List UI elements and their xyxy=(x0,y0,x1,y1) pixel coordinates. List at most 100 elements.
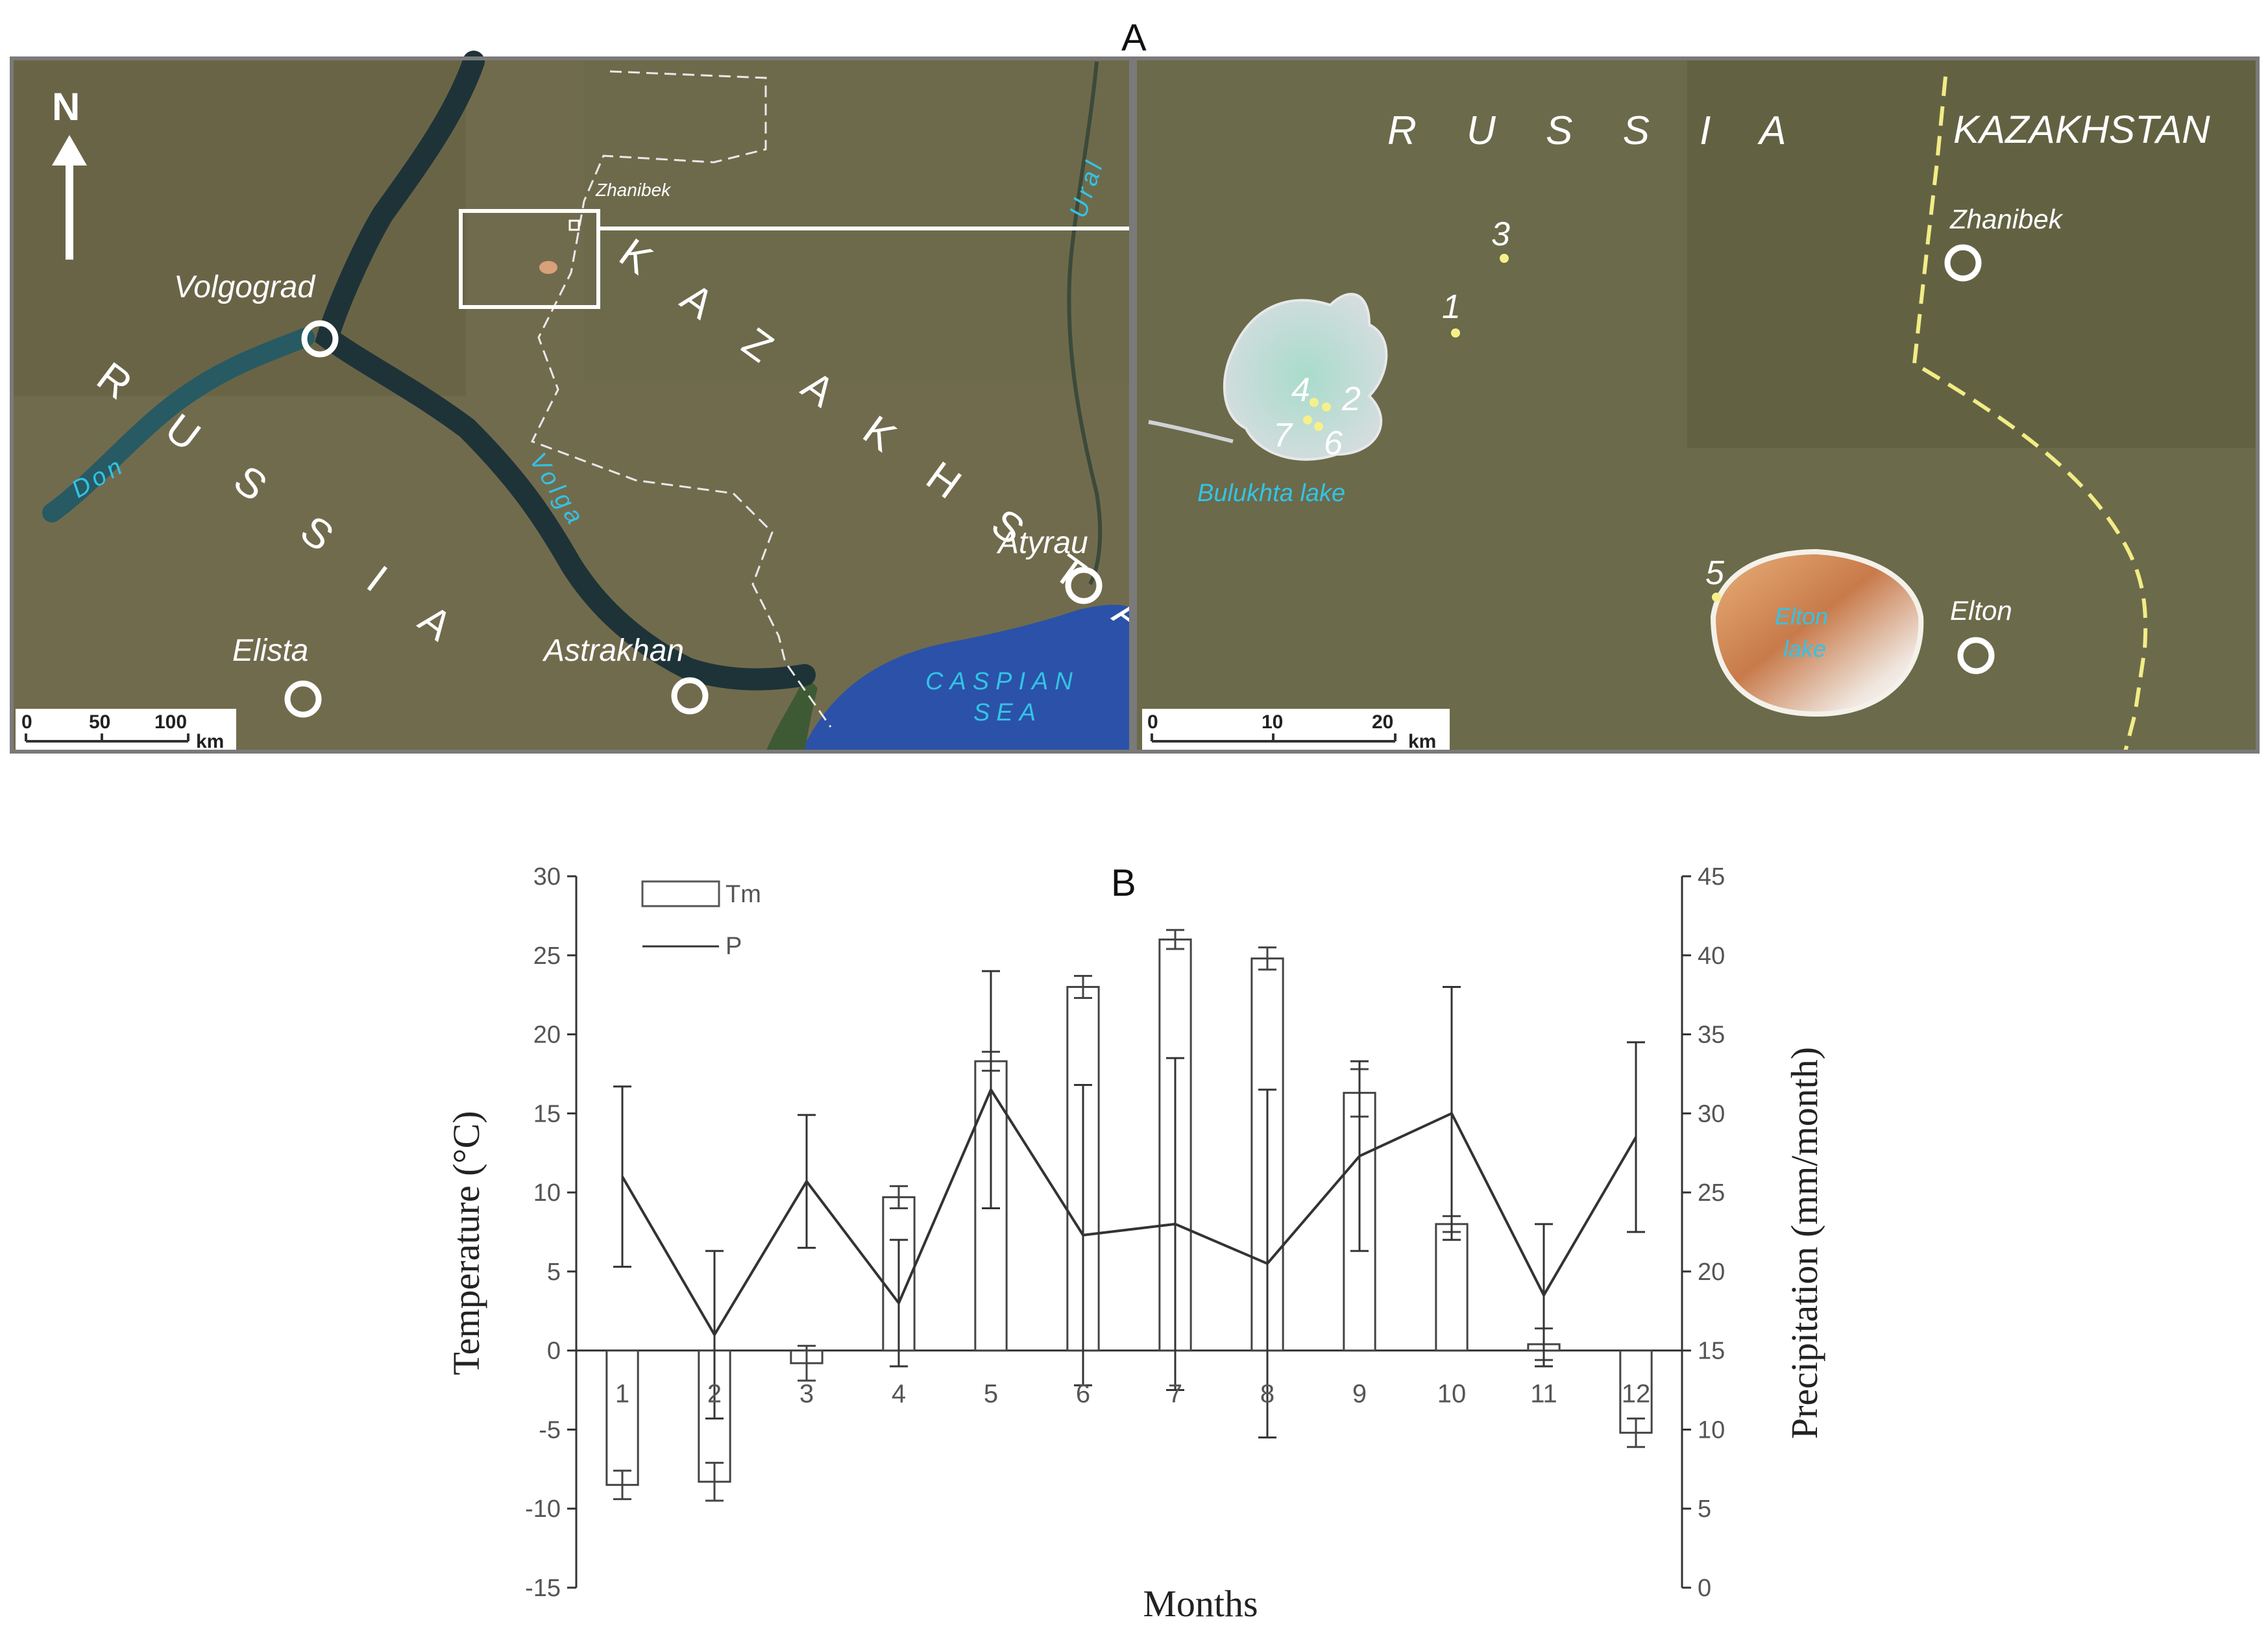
site-5-point xyxy=(1712,593,1721,602)
x-tick-label: 9 xyxy=(1352,1380,1367,1409)
zhanibek-marker xyxy=(1944,244,1982,282)
site-2-point xyxy=(1322,402,1331,412)
y-right-axis-title: Precipitation (mm/month) xyxy=(1783,1047,1825,1439)
detail-border xyxy=(1912,76,2148,752)
y-left-tick-label: 0 xyxy=(547,1338,561,1365)
y-left-tick-label: 10 xyxy=(533,1179,561,1207)
overview-border xyxy=(530,70,832,728)
temperature-bar xyxy=(605,1349,639,1486)
y-right-tick-label: 20 xyxy=(1698,1259,1725,1286)
x-tick-label: 8 xyxy=(1260,1380,1274,1409)
atyrau-label: Atyrau xyxy=(996,526,1088,560)
overview-scale-box xyxy=(16,709,236,752)
y-right-tick-label: 40 xyxy=(1698,942,1725,970)
site-4-label: 4 xyxy=(1291,371,1310,409)
site-5-label: 5 xyxy=(1705,554,1725,592)
site-1-label: 1 xyxy=(1442,288,1461,326)
x-tick-label: 7 xyxy=(1168,1380,1182,1409)
x-tick-label: 3 xyxy=(799,1380,814,1409)
elista-label: Elista xyxy=(232,634,308,668)
site-7-point xyxy=(1303,415,1312,425)
y-right-tick-label: 15 xyxy=(1698,1338,1725,1365)
zhanibek-small-label: Zhanibek xyxy=(595,180,672,200)
legend-tm-swatch xyxy=(641,880,720,907)
x-tick-label: 5 xyxy=(984,1380,998,1409)
panel-b-label: B xyxy=(1111,862,1136,904)
y-left-tick-label: 30 xyxy=(533,863,561,891)
atyrau-marker xyxy=(1065,567,1103,604)
y-left-tick-label: 25 xyxy=(533,942,561,970)
bulukhta-label: Bulukhta lake xyxy=(1197,480,1345,507)
overview-land-shade xyxy=(12,58,466,396)
detail-scale-box xyxy=(1142,709,1450,752)
detail-map: R U S S I A KAZAKHSTAN Zhanibek Elton Bu… xyxy=(1137,58,2258,752)
elista-marker xyxy=(284,680,322,718)
elton-lake-small xyxy=(539,261,557,274)
chart-axes xyxy=(567,875,1691,1589)
detail-scale-label-10: 10 xyxy=(1262,711,1283,733)
detail-scale-label-20: 20 xyxy=(1372,711,1393,733)
detail-scale-label-0: 0 xyxy=(1147,711,1158,733)
site-3-label: 3 xyxy=(1491,215,1510,253)
legend-p-label: P xyxy=(726,933,742,960)
site-3-point xyxy=(1500,254,1509,263)
elton-lake-label-2: lake xyxy=(1783,635,1826,662)
site-2-label: 2 xyxy=(1341,380,1361,418)
y-left-tick-label: 5 xyxy=(547,1259,561,1286)
russia-detail-label: R U S S I A xyxy=(1387,108,1806,153)
legend-tm-label: Tm xyxy=(726,881,761,908)
x-tick-label: 11 xyxy=(1530,1380,1557,1409)
x-tick-label: 10 xyxy=(1437,1380,1467,1409)
y-left-tick-label: -15 xyxy=(525,1575,561,1602)
x-axis-title: Months xyxy=(1143,1582,1258,1625)
y-left-tick-label: 20 xyxy=(533,1022,561,1049)
x-tick-label: 12 xyxy=(1622,1380,1651,1409)
climate-chart: B 302520151050-5-10-15454035302520151050… xyxy=(445,862,1825,1625)
ural-river xyxy=(1067,61,1103,585)
overview-land-shade-east xyxy=(584,58,1129,383)
don-river xyxy=(42,328,315,523)
x-tick-label: 1 xyxy=(615,1380,629,1409)
temperature-bar xyxy=(1435,1223,1469,1352)
y-right-tick-label: 5 xyxy=(1698,1495,1711,1523)
inset-box xyxy=(459,209,600,309)
y-right-tick-label: 45 xyxy=(1698,863,1725,891)
overview-scale-label-50: 50 xyxy=(89,711,110,733)
temperature-bars xyxy=(605,929,1653,1502)
caspian-label-1: CASPIAN xyxy=(925,668,1079,695)
y-right-tick-label: 30 xyxy=(1698,1100,1725,1127)
y-right-tick-label: 35 xyxy=(1698,1022,1725,1049)
panel-a-label: A xyxy=(1121,17,1147,59)
elton-town-label: Elton xyxy=(1950,595,2012,626)
y-right-tick-label: 25 xyxy=(1698,1179,1725,1207)
x-tick-label: 4 xyxy=(892,1380,906,1409)
site-4-point xyxy=(1310,398,1319,407)
y-left-axis-title: Temperature (°C) xyxy=(445,1111,487,1375)
y-right-tick-label: 0 xyxy=(1698,1575,1711,1602)
caspian-label-2: SEA xyxy=(973,699,1042,726)
elton-lake-label-1: Elton xyxy=(1775,603,1828,630)
overview-map: N Volgograd Elista Astrakhan Atyrau Zhan… xyxy=(12,51,1234,752)
x-tick-label: 2 xyxy=(707,1380,722,1409)
overview-scale-unit: km xyxy=(196,731,224,752)
x-tick-label: 6 xyxy=(1076,1380,1090,1409)
map-outer-frame xyxy=(10,56,2260,754)
site-6-label: 6 xyxy=(1324,425,1343,462)
detail-scale-unit: km xyxy=(1408,731,1436,752)
volga-delta xyxy=(766,675,818,752)
volgograd-label: Volgograd xyxy=(174,270,315,304)
map-divider xyxy=(1129,58,1137,752)
site-6-point xyxy=(1314,422,1323,431)
volgograd-marker xyxy=(301,320,339,358)
y-left-tick-label: 15 xyxy=(533,1100,561,1127)
north-label: N xyxy=(52,85,80,129)
volga-river xyxy=(315,51,816,691)
caspian-sea xyxy=(801,604,1129,752)
overview-scale-label-0: 0 xyxy=(21,711,32,733)
y-right-tick-label: 10 xyxy=(1698,1416,1725,1444)
zhanibek-detail-label: Zhanibek xyxy=(1949,204,2064,234)
bulukhta-inlet xyxy=(1148,420,1234,443)
overview-scale-label-100: 100 xyxy=(154,711,187,733)
kazakhstan-detail-label: KAZAKHSTAN xyxy=(1953,108,2210,151)
